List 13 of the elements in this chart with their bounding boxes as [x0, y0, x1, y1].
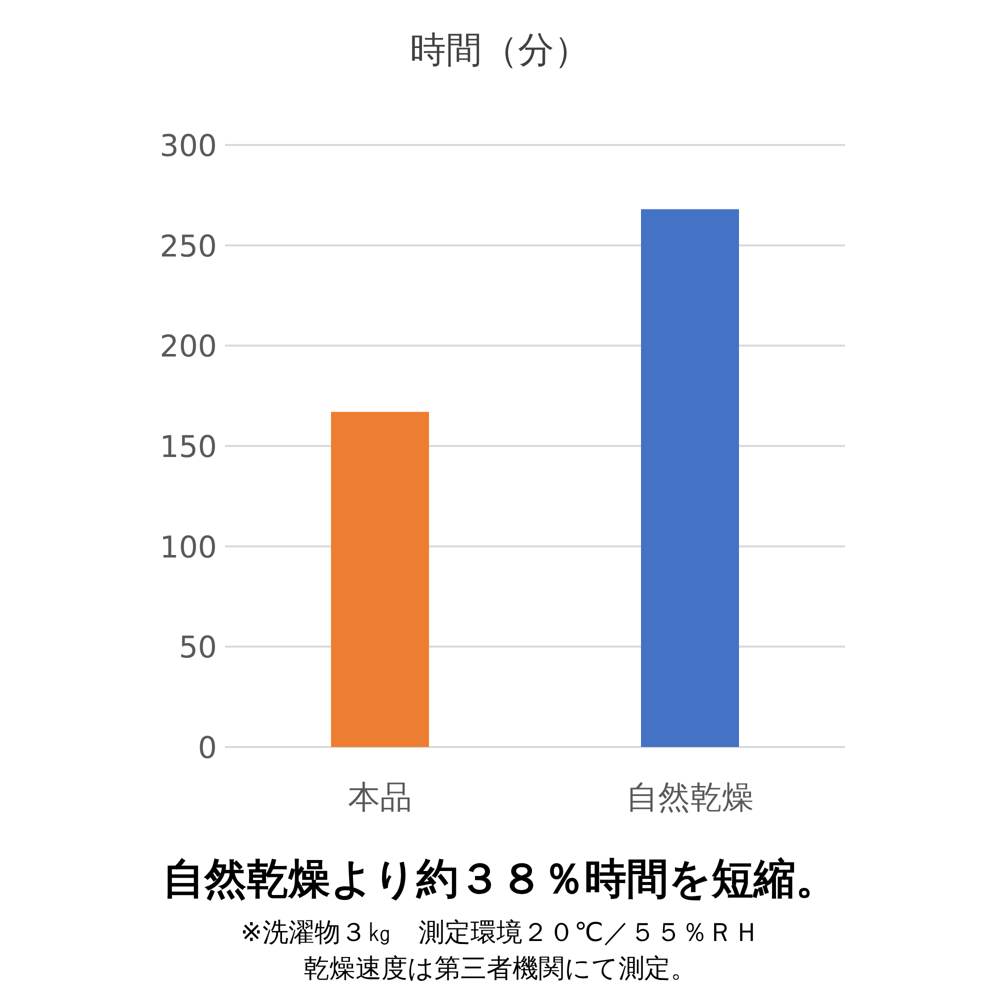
y-tick-label: 100 [160, 530, 217, 566]
x-tick-label: 本品 [348, 778, 412, 816]
y-tick-label: 50 [178, 630, 217, 666]
text: 乾燥速度は第三者機関にて測定。 [304, 954, 696, 984]
y-tick-label: 0 [198, 731, 217, 766]
text: 自然乾燥より約３８％時間を短縮。 [162, 854, 838, 903]
text: ※洗濯物３㎏ 測定環境２０℃／５５％ＲＨ [240, 918, 760, 948]
x-tick-label: 自然乾燥 [626, 778, 754, 816]
y-tick-label: 200 [160, 330, 217, 365]
y-tick-label: 300 [160, 129, 217, 164]
chart-title: 時間（分） [410, 30, 590, 71]
y-tick-label: 250 [160, 229, 217, 264]
y-tick-label: 150 [160, 430, 217, 465]
